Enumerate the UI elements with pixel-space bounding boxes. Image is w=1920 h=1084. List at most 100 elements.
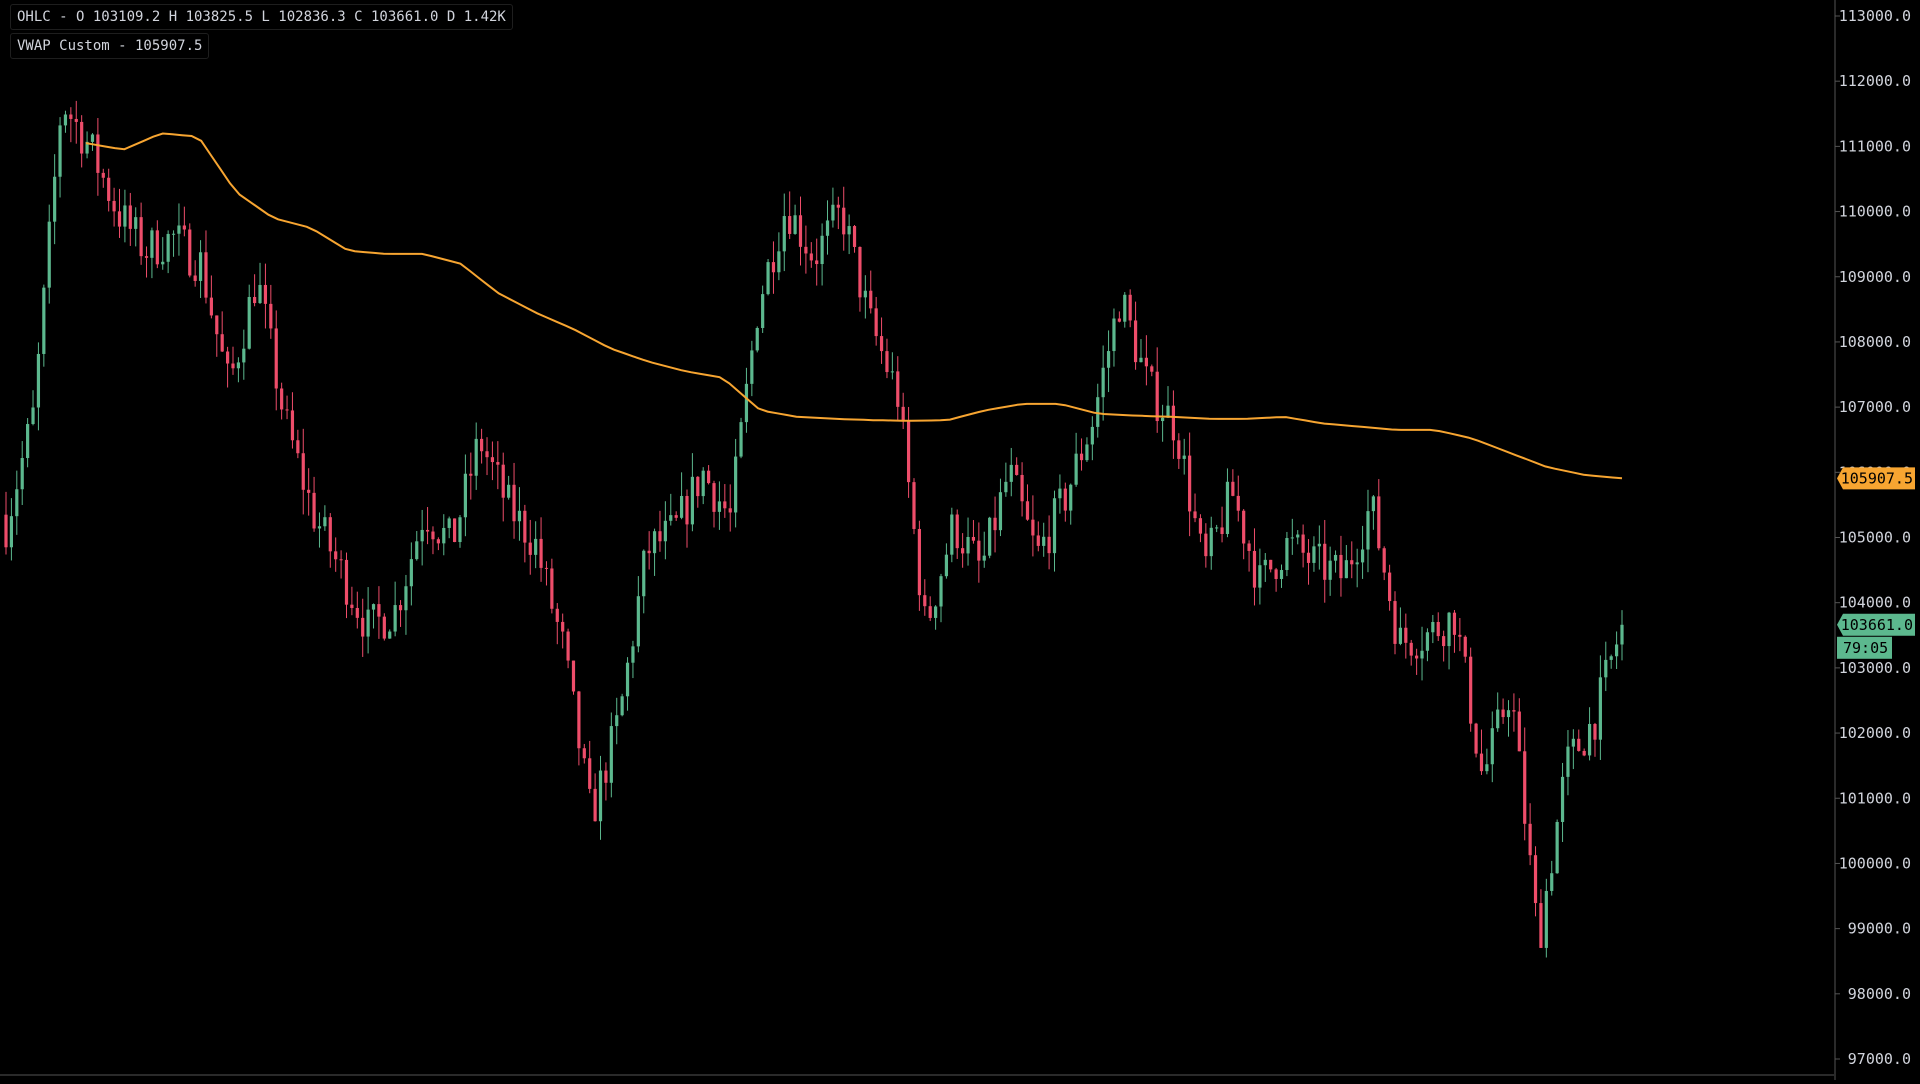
last-price-label: 103661.0 — [1837, 613, 1915, 636]
candle-body — [766, 262, 770, 295]
candle-body — [588, 758, 592, 789]
candle — [1523, 727, 1527, 841]
candle-body — [274, 328, 278, 389]
candle-body — [961, 548, 965, 554]
candle-body — [977, 540, 981, 561]
candle-body — [669, 515, 673, 521]
candle-body — [550, 568, 554, 609]
candle — [1604, 641, 1608, 692]
candle — [1258, 548, 1262, 605]
candle-body — [934, 606, 938, 618]
candle-body — [258, 284, 262, 304]
candle — [4, 491, 8, 555]
candle-body — [604, 770, 608, 783]
candle — [1512, 693, 1516, 732]
candle-body — [117, 211, 122, 227]
price-tick-label: 105000.0 — [1839, 529, 1911, 547]
candle — [139, 202, 143, 265]
candle — [1350, 541, 1354, 579]
candle — [1620, 610, 1624, 661]
candle — [1112, 308, 1116, 367]
candle-body — [1598, 677, 1602, 740]
candle-body — [950, 514, 954, 555]
vwap-legend[interactable]: VWAP Custom - 105907.5 — [10, 33, 210, 59]
candle-body — [598, 770, 603, 822]
candle — [215, 315, 219, 357]
candle — [1415, 648, 1419, 675]
candle — [1047, 515, 1051, 570]
vwap-price-label: 105907.5 — [1837, 467, 1915, 490]
candle — [339, 550, 343, 579]
price-tick-label: 102000.0 — [1839, 724, 1911, 742]
candle-body — [1047, 536, 1051, 554]
candle-body — [323, 517, 327, 527]
candle-body — [517, 510, 522, 522]
candle-body — [906, 421, 911, 483]
candle-body — [507, 484, 511, 498]
candle — [350, 586, 354, 616]
candle — [901, 392, 905, 430]
candle — [539, 517, 543, 582]
candle-body — [1069, 484, 1073, 511]
candle — [182, 206, 186, 237]
candle — [588, 740, 592, 794]
candle-body — [825, 220, 830, 236]
candle — [188, 223, 192, 278]
candle-body — [1442, 636, 1446, 647]
candle-body — [993, 517, 997, 531]
candle-body — [1474, 723, 1478, 754]
candle-body — [355, 607, 359, 618]
candle-body — [1182, 455, 1186, 459]
candle-body — [512, 484, 516, 522]
candle-body — [171, 233, 176, 235]
candle — [112, 187, 116, 227]
candle — [1501, 698, 1505, 724]
candle-body — [620, 696, 624, 716]
candle — [20, 441, 24, 506]
candle — [323, 505, 327, 531]
candle-body — [544, 567, 549, 569]
candle — [690, 453, 694, 532]
candle-body — [1501, 709, 1505, 718]
candle-body — [863, 290, 867, 298]
candle — [701, 467, 705, 505]
candle-body — [58, 125, 62, 177]
candle — [361, 598, 365, 657]
candle — [879, 317, 884, 364]
candle — [296, 429, 300, 459]
price-tick-label: 107000.0 — [1839, 398, 1911, 416]
candle — [1409, 639, 1413, 666]
candle — [1323, 519, 1327, 603]
candle — [1139, 339, 1143, 363]
candle-body — [1377, 496, 1381, 549]
candle-body — [1231, 481, 1235, 496]
candle — [236, 357, 241, 383]
candle-body — [577, 691, 581, 749]
candle-body — [571, 660, 576, 692]
candle-body — [317, 526, 322, 529]
candle — [436, 537, 440, 551]
candle-body — [555, 608, 559, 622]
candle — [1182, 438, 1186, 475]
candle — [1069, 483, 1073, 525]
candle — [285, 395, 289, 420]
candle-body — [1339, 554, 1343, 579]
candle — [761, 285, 765, 333]
candle — [744, 367, 749, 433]
candle-body — [9, 516, 14, 548]
candle — [47, 204, 51, 304]
candle — [101, 168, 105, 188]
candle-body — [1252, 550, 1257, 588]
candle — [1306, 539, 1311, 585]
candle-body — [404, 586, 408, 611]
candle — [615, 697, 619, 745]
candle-body — [874, 308, 878, 337]
candle — [728, 484, 732, 532]
candle-body — [204, 252, 208, 298]
candle — [1177, 433, 1181, 469]
candle — [209, 275, 213, 319]
candle — [831, 187, 835, 228]
